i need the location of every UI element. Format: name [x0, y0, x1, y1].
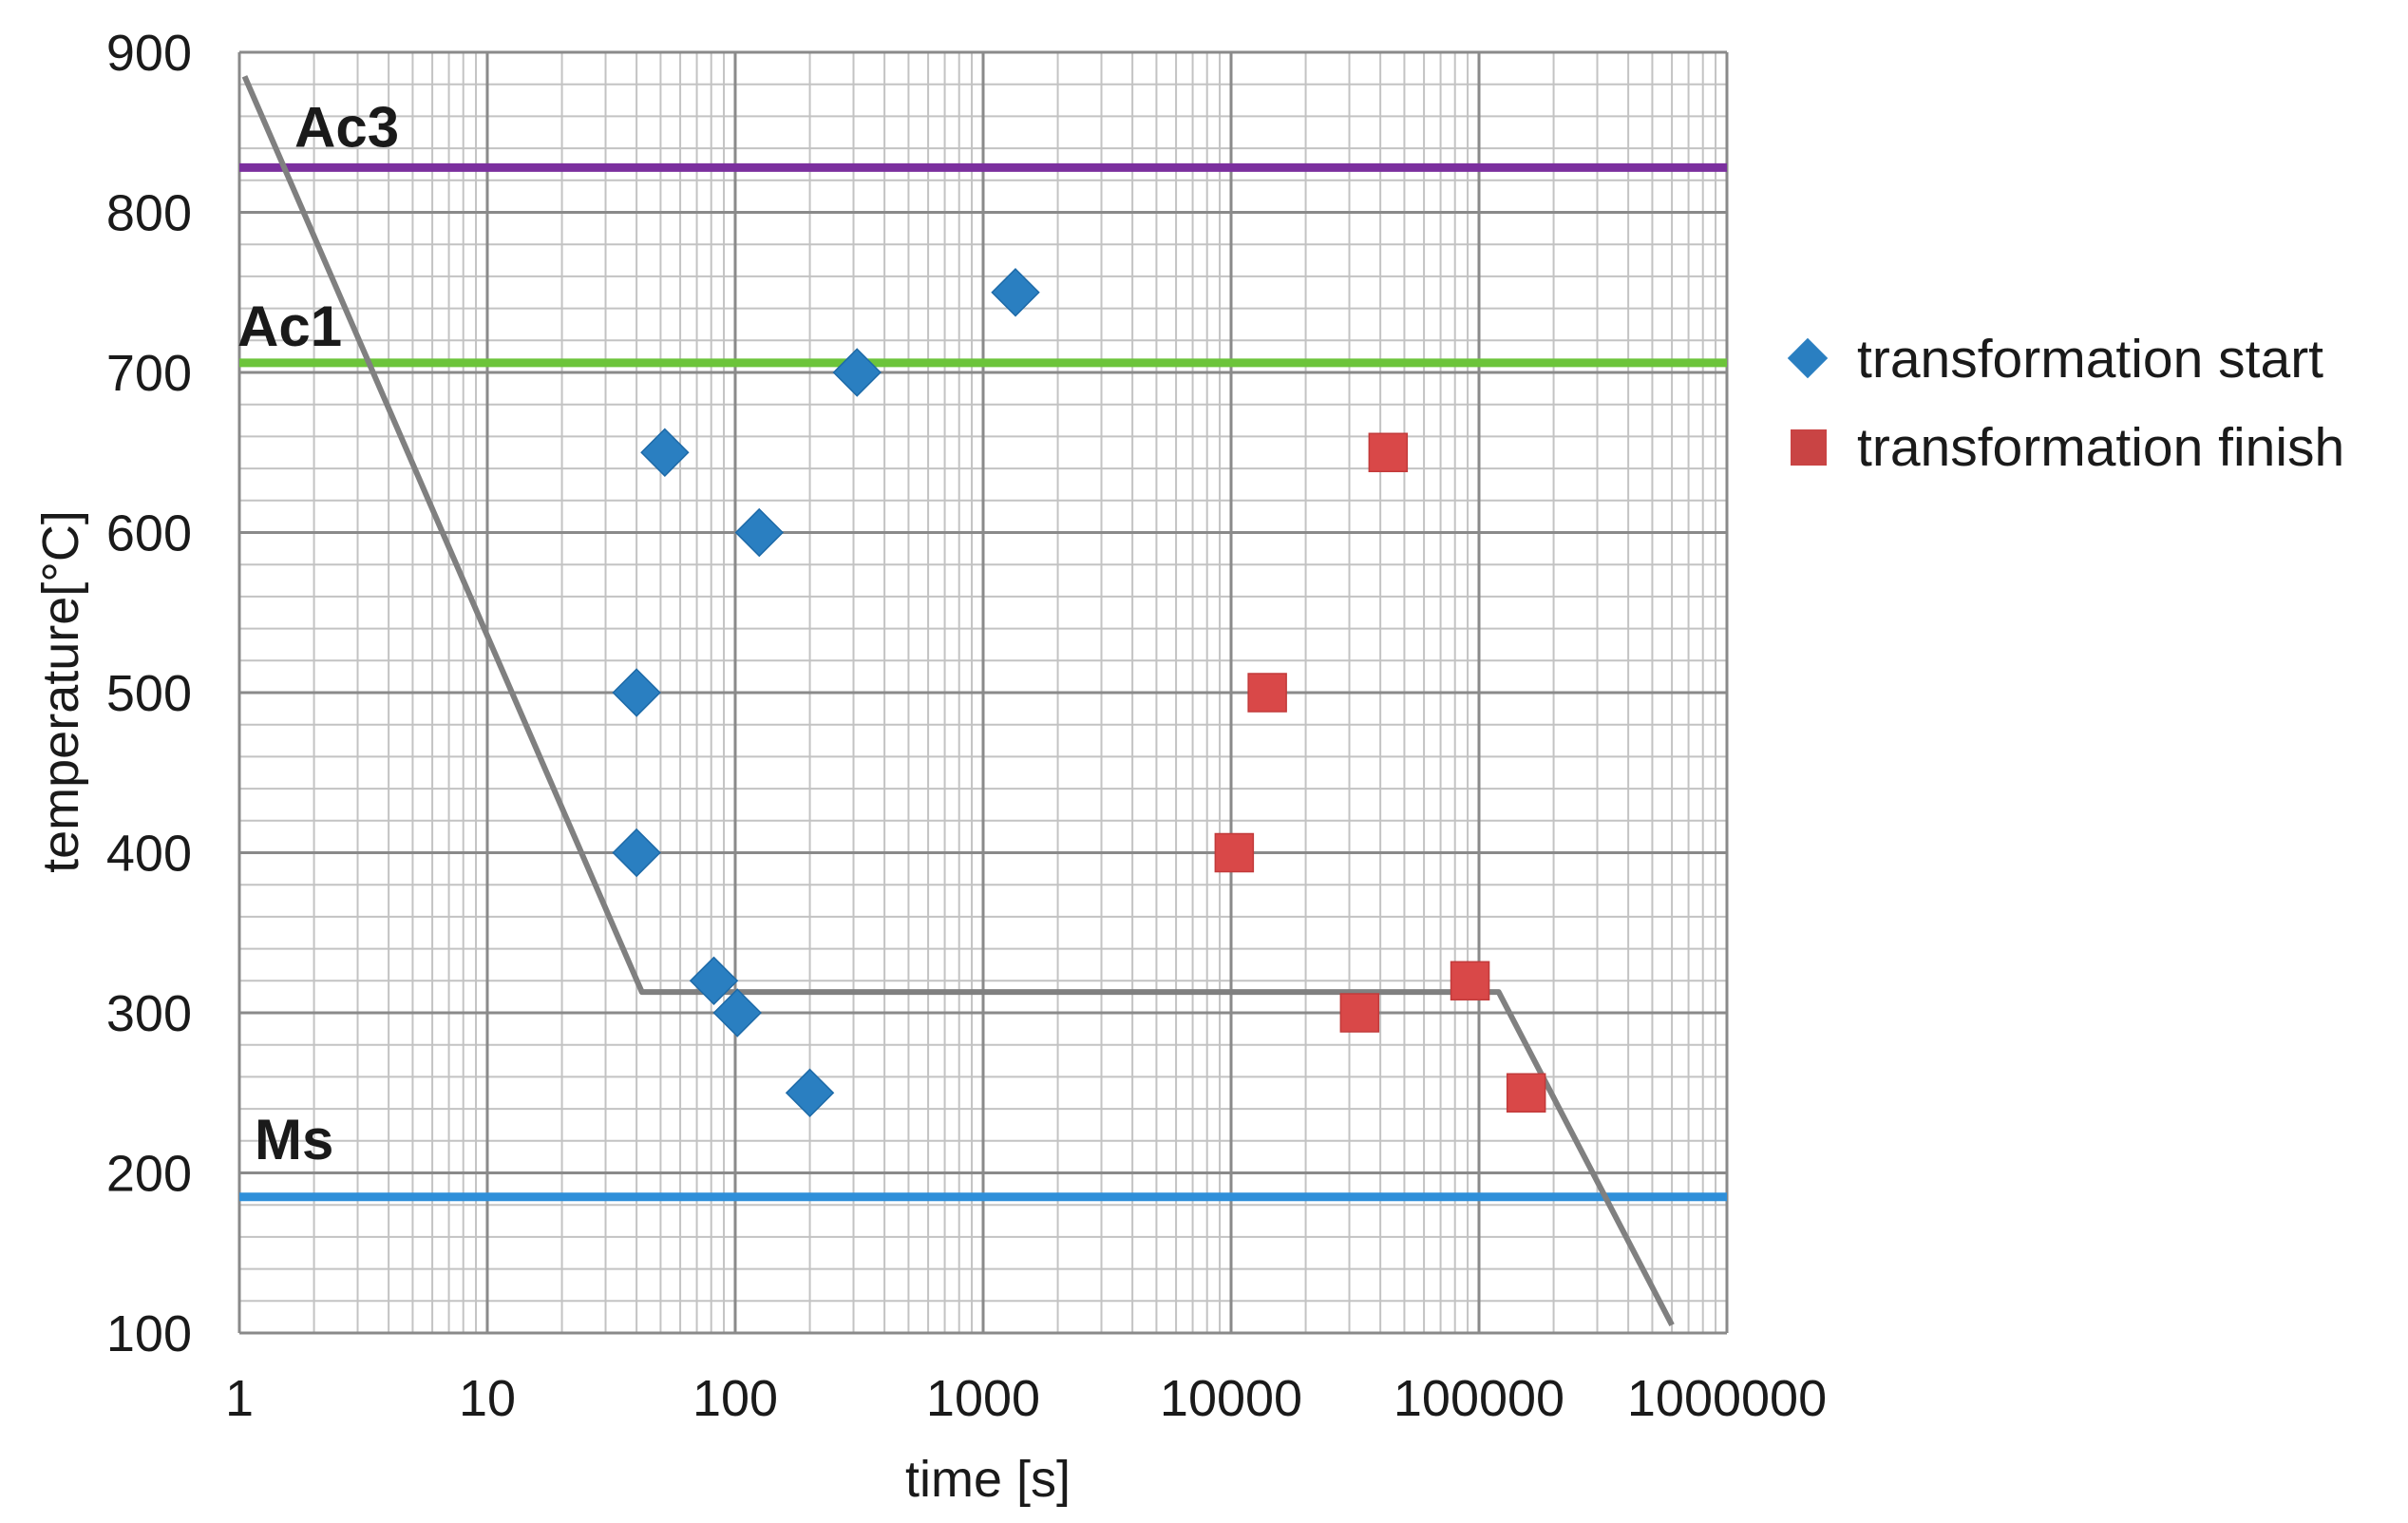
x-axis-title: time [s]	[905, 1451, 1071, 1508]
start-point	[712, 988, 762, 1038]
start-point	[640, 428, 690, 477]
finish-point	[1506, 1073, 1546, 1113]
start-point	[689, 956, 739, 1006]
legend: transformation start transformation fini…	[1787, 329, 2344, 478]
start-point	[832, 348, 882, 397]
finish-point	[1450, 961, 1490, 1001]
y-tick-label: 400	[106, 826, 192, 883]
x-tick-label: 10	[459, 1370, 516, 1427]
y-tick-label: 800	[106, 185, 192, 242]
legend-item-start: transformation start	[1787, 329, 2323, 390]
y-tick-label: 700	[106, 345, 192, 402]
y-tick-label: 300	[106, 985, 192, 1042]
y-tick-label: 200	[106, 1146, 192, 1203]
legend-item-finish: transformation finish	[1791, 417, 2344, 478]
legend-diamond-marker	[1787, 337, 1829, 379]
y-tick-label: 500	[106, 665, 192, 722]
y-tick-label: 100	[106, 1305, 192, 1362]
y-tick-label: 600	[106, 505, 192, 562]
legend-square-marker	[1791, 429, 1827, 466]
finish-point	[1368, 432, 1409, 472]
x-tick-label: 10000	[1160, 1370, 1302, 1427]
legend-label-finish: transformation finish	[1857, 417, 2344, 478]
x-tick-label: 1000	[926, 1370, 1040, 1427]
reference-label-ms: Ms	[255, 1108, 333, 1171]
tick-labels: 1 10 100 1000 10000 100000 1000000 100 200 300 400…	[106, 25, 1827, 1427]
x-tick-label: 100000	[1394, 1370, 1564, 1427]
cooling-curve	[241, 75, 1675, 1326]
x-tick-label: 100	[692, 1370, 778, 1427]
data-markers	[612, 268, 1546, 1117]
finish-point	[1339, 993, 1380, 1033]
x-tick-label: 1	[225, 1370, 254, 1427]
start-point	[991, 268, 1040, 317]
finish-point	[1214, 832, 1255, 873]
y-tick-label: 900	[106, 25, 192, 82]
start-point	[612, 828, 661, 878]
major-grid	[237, 50, 1729, 1335]
start-point	[612, 668, 661, 717]
x-tick-label: 1000000	[1627, 1370, 1827, 1427]
reference-label-ac3: Ac3	[294, 95, 399, 159]
legend-label-start: transformation start	[1857, 329, 2323, 390]
finish-point	[1247, 673, 1287, 713]
start-point	[734, 507, 785, 558]
reference-lines: Ac3 Ac1 Ms	[237, 95, 1727, 1202]
cooling-curve-line	[241, 75, 1675, 1326]
y-axis-title: temperature[°C]	[32, 510, 89, 873]
reference-label-ac1: Ac1	[237, 295, 342, 358]
start-point	[785, 1068, 835, 1117]
